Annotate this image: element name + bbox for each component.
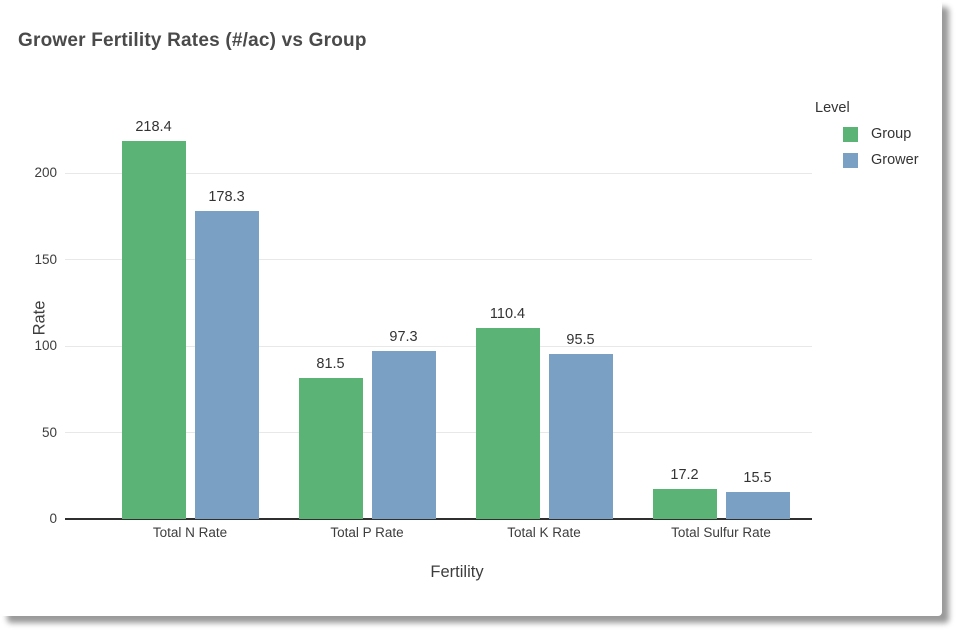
x-axis-line bbox=[65, 518, 812, 520]
bar-grower-0[interactable] bbox=[194, 210, 259, 519]
x-tick-label: Total K Rate bbox=[507, 525, 581, 540]
bar-grower-2[interactable] bbox=[548, 353, 613, 519]
gridline-50 bbox=[65, 432, 812, 433]
y-tick-label: 50 bbox=[41, 424, 57, 440]
legend-entries: Group Grower bbox=[815, 126, 955, 168]
legend-swatch-icon bbox=[843, 152, 858, 168]
x-tick-label: Total Sulfur Rate bbox=[671, 525, 771, 540]
bar-value-label: 81.5 bbox=[316, 356, 345, 372]
bar-value-label: 97.3 bbox=[389, 328, 418, 345]
legend-entry-label: Group bbox=[871, 126, 912, 142]
y-axis-title: Rate bbox=[30, 300, 49, 336]
bar-value-label: 110.4 bbox=[489, 306, 526, 322]
x-tick-label: Total P Rate bbox=[330, 525, 404, 540]
y-tick-label: 200 bbox=[34, 165, 57, 180]
bar-grower-3[interactable] bbox=[725, 492, 790, 519]
bar-grower-1[interactable] bbox=[371, 350, 436, 519]
x-axis-title: Fertility bbox=[430, 563, 484, 581]
chart-title: Grower Fertility Rates (#/ac) vs Group bbox=[18, 30, 367, 51]
bar-value-label: 218.4 bbox=[135, 119, 172, 136]
legend-entry-group[interactable]: Group bbox=[843, 126, 955, 142]
bar-value-label: 178.3 bbox=[208, 188, 245, 205]
gridline-200 bbox=[65, 172, 812, 174]
y-tick-label: 150 bbox=[34, 251, 57, 267]
gridline-100 bbox=[65, 345, 812, 347]
chart-card: Grower Fertility Rates (#/ac) vs Group 0… bbox=[18, 30, 919, 581]
legend-entry-label: Grower bbox=[871, 152, 919, 168]
legend-swatch-icon bbox=[843, 126, 858, 142]
bar-group-0[interactable] bbox=[121, 141, 186, 519]
bar-value-label: 17.2 bbox=[670, 467, 699, 484]
bar-value-label: 15.5 bbox=[743, 470, 772, 487]
x-tick-label: Total N Rate bbox=[152, 525, 228, 540]
bar-group-3[interactable] bbox=[652, 489, 717, 519]
legend-title: Level bbox=[815, 100, 850, 116]
bar-value-label: 95.5 bbox=[566, 331, 595, 348]
legend: Level Group Grower bbox=[815, 100, 955, 178]
bar-group-2[interactable] bbox=[475, 328, 540, 519]
bar-group-1[interactable] bbox=[298, 378, 363, 519]
gridline-150 bbox=[65, 259, 812, 260]
y-tick-label: 100 bbox=[34, 338, 57, 353]
y-tick-label: 0 bbox=[49, 511, 57, 526]
legend-entry-grower[interactable]: Grower bbox=[843, 152, 955, 168]
plot-area: 0 50 100 150 200 218.4 178.3 Total N Rate 81.5 97… bbox=[34, 119, 812, 540]
